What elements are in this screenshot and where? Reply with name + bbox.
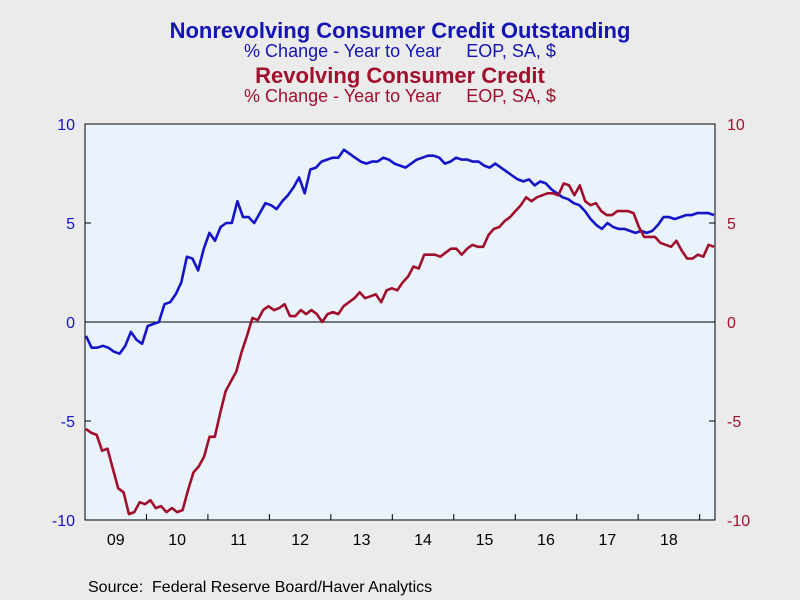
right-tick-label: -10 (727, 513, 750, 530)
series1-title: Nonrevolving Consumer Credit Outstanding (169, 18, 631, 43)
series2-subtitle: % Change - Year to Year EOP, SA, $ (244, 86, 556, 106)
left-tick-label: 0 (66, 315, 75, 332)
x-tick-label: 13 (353, 532, 371, 549)
right-tick-label: 10 (727, 117, 745, 134)
series2-title: Revolving Consumer Credit (255, 63, 545, 88)
series1-subtitle: % Change - Year to Year EOP, SA, $ (244, 41, 556, 61)
x-tick-label: 10 (168, 532, 186, 549)
left-tick-label: -10 (52, 513, 75, 530)
x-tick-label: 18 (660, 532, 678, 549)
left-tick-label: 10 (57, 117, 75, 134)
x-tick-label: 17 (599, 532, 617, 549)
x-tick-label: 09 (107, 532, 125, 549)
x-tick-label: 14 (414, 532, 432, 549)
revolving-series-line (85, 182, 715, 516)
source-note: Source: Federal Reserve Board/Haver Anal… (88, 579, 433, 596)
left-tick-label: 5 (66, 216, 75, 233)
x-tick-label: 16 (537, 532, 555, 549)
right-tick-label: -5 (727, 414, 741, 431)
x-tick-label: 15 (476, 532, 494, 549)
left-tick-label: -5 (61, 414, 75, 431)
right-tick-label: 5 (727, 216, 736, 233)
x-tick-label: 11 (230, 532, 247, 549)
x-tick-label: 12 (291, 532, 309, 549)
nonrevolving-series-line (84, 148, 715, 356)
right-tick-label: 0 (727, 315, 736, 332)
